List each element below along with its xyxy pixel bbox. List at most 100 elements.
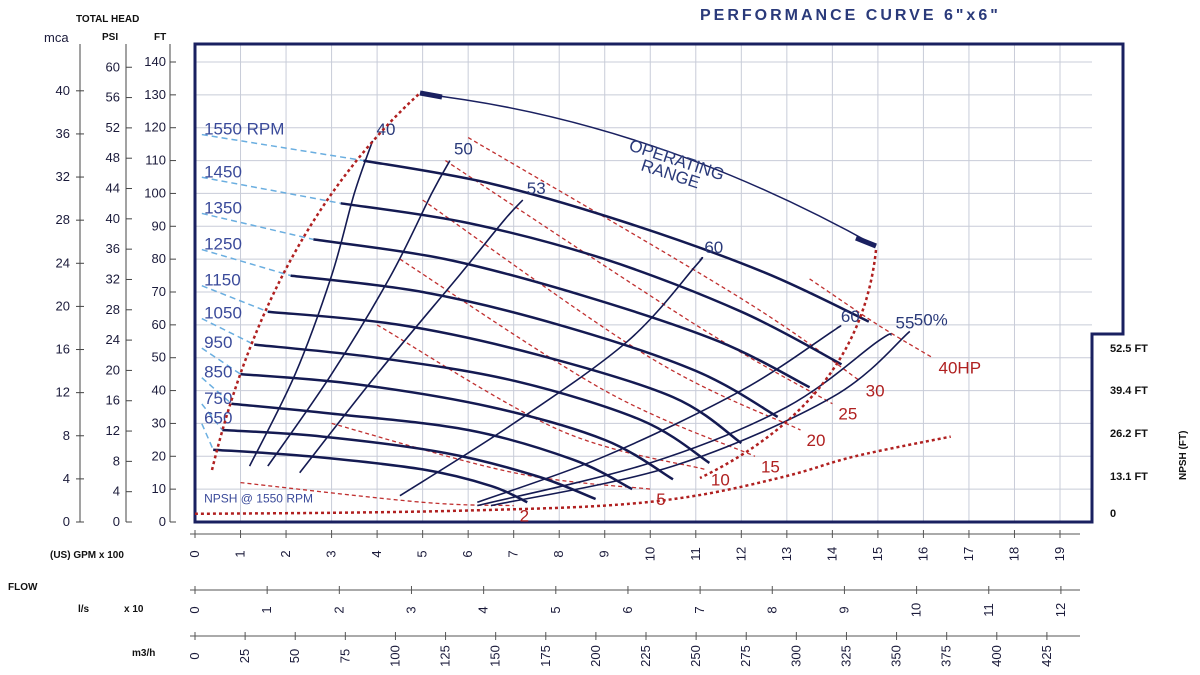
rpm-leader — [201, 176, 341, 205]
m3h-tick-label: 150 — [488, 645, 503, 667]
efficiency-curves: 40 50 53 60 60 55 50% — [248, 120, 948, 507]
psi-tick-label: 4 — [113, 484, 120, 499]
ls-tick-label: 8 — [764, 606, 779, 613]
ls-tick-label: 0 — [187, 606, 202, 613]
rpm-label: 1050 — [204, 304, 242, 323]
npsh-tick-label: 13.1 FT — [1110, 471, 1148, 483]
npsh-tick-label: 26.2 FT — [1110, 428, 1148, 440]
ft-tick-label: 70 — [152, 284, 166, 299]
rpm-label: 1350 — [204, 198, 242, 217]
ls-tick-label: 10 — [909, 603, 924, 617]
ls-tick-label: 7 — [692, 606, 707, 613]
mca-tick-label: 20 — [56, 298, 70, 313]
gpm-tick-label: 10 — [642, 547, 657, 561]
mca-tick-label: 24 — [56, 255, 70, 270]
m3h-tick-label: 375 — [939, 645, 954, 667]
gpm-axis-label: (US) GPM x 100 — [50, 550, 124, 561]
head-curve-1050 — [254, 343, 711, 464]
rpm-label: 850 — [204, 363, 232, 382]
ft-tick-label: 90 — [152, 218, 166, 233]
npsh-tick-label: 52.5 FT — [1110, 343, 1148, 355]
npsh-tick-label: 0 — [1110, 508, 1116, 520]
hp-label: 5 — [656, 490, 665, 509]
psi-tick-label: 20 — [106, 362, 120, 377]
head-curve-1550-RPM — [363, 159, 870, 323]
gpm-tick-label: 13 — [779, 547, 794, 561]
ft-tick-label: 130 — [144, 87, 166, 102]
psi-tick-label: 12 — [106, 423, 120, 438]
rpm-label: 1250 — [204, 235, 242, 254]
efficiency-curve-50% — [490, 330, 911, 507]
rpm-leader — [201, 248, 291, 277]
hp-curve-10 — [376, 324, 706, 471]
head-curve-1450 — [340, 202, 843, 366]
hp-label: 20 — [807, 431, 826, 450]
grid — [194, 44, 1092, 523]
gpm-tick-label: 1 — [233, 550, 248, 557]
m3h-tick-label: 225 — [638, 645, 653, 667]
operating-range-arc — [421, 93, 877, 247]
head-curve-1150 — [267, 310, 743, 445]
psi-tick-label: 60 — [106, 59, 120, 74]
x-axes: 0 1 2 3 4 5 6 7 8 9 10 11 12 13 14 15 16 17 18 190 1 2 3 4 5 6 7 8 9… — [187, 530, 1080, 667]
rpm-label: 750 — [204, 389, 232, 408]
total-head-label: TOTAL HEAD — [76, 14, 139, 25]
gpm-tick-label: 6 — [460, 550, 475, 557]
gpm-tick-label: 0 — [187, 550, 202, 557]
mca-tick-label: 28 — [56, 212, 70, 227]
rpm-label: 950 — [204, 333, 232, 352]
gpm-tick-label: 16 — [915, 547, 930, 561]
hp-curve-20 — [422, 199, 801, 431]
ls-tick-label: 2 — [331, 606, 346, 613]
ft-tick-label: 10 — [152, 481, 166, 496]
rpm-label: 1150 — [204, 271, 241, 290]
psi-axis-label: PSI — [102, 32, 118, 43]
ft-tick-label: 100 — [144, 185, 166, 200]
mca-tick-label: 4 — [63, 471, 70, 486]
rpm-label: 1450 — [204, 162, 242, 181]
m3h-tick-label: 350 — [889, 645, 904, 667]
rpm-leader — [201, 212, 314, 241]
m3h-tick-label: 325 — [838, 645, 853, 667]
ls-tick-label: 12 — [1053, 603, 1068, 617]
mca-axis-label: mca — [44, 30, 69, 45]
rpm-leader — [201, 133, 364, 162]
ft-tick-label: 120 — [144, 120, 166, 135]
hp-label: 15 — [761, 457, 780, 476]
gpm-tick-label: 2 — [278, 550, 293, 557]
gpm-tick-label: 12 — [733, 547, 748, 561]
psi-tick-label: 28 — [106, 302, 120, 317]
head-curve-1350 — [313, 238, 811, 389]
head-curve-950 — [240, 372, 674, 481]
mca-tick-label: 8 — [63, 428, 70, 443]
rpm-leader — [201, 403, 223, 431]
psi-tick-label: 40 — [106, 211, 120, 226]
gpm-tick-label: 3 — [324, 550, 339, 557]
mca-tick-label: 0 — [63, 514, 70, 529]
m3h-tick-label: 200 — [588, 645, 603, 667]
efficiency-curve-60 — [399, 256, 704, 497]
efficiency-curve-40 — [248, 140, 374, 467]
ft-axis-label: FT — [154, 32, 166, 43]
head-curve-850 — [231, 402, 633, 491]
rpm-leader — [201, 347, 241, 375]
npsh-axis: 52.5 FT 39.4 FT 26.2 FT 13.1 FT 0 — [1110, 343, 1148, 520]
hp-curve-30 — [467, 137, 861, 382]
ft-tick-label: 0 — [159, 514, 166, 529]
efficiency-curve-53 — [299, 199, 524, 474]
m3h-tick-label: 300 — [788, 645, 803, 667]
m3h-axis-label: m3/h — [132, 648, 155, 659]
efficiency-curve-50 — [267, 160, 451, 467]
gpm-tick-label: 18 — [1006, 547, 1021, 561]
m3h-tick-label: 50 — [287, 649, 302, 663]
efficiency-label: 53 — [527, 179, 546, 198]
hp-curve-40HP — [809, 278, 933, 359]
ft-tick-label: 140 — [144, 54, 166, 69]
gpm-tick-label: 14 — [824, 547, 839, 561]
m3h-tick-label: 100 — [387, 645, 402, 667]
mca-tick-label: 32 — [56, 169, 70, 184]
psi-tick-label: 0 — [113, 514, 120, 529]
hp-label: 40HP — [939, 359, 982, 378]
